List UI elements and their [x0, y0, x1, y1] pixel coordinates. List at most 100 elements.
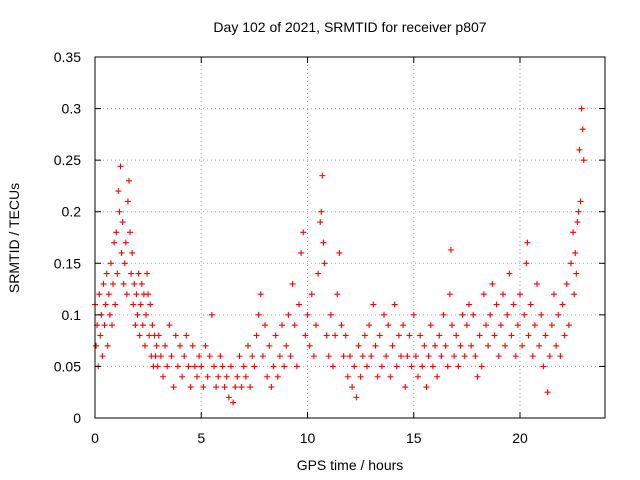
data-point — [578, 105, 585, 112]
data-point — [185, 363, 192, 370]
y-tick-label: 0.3 — [62, 101, 82, 117]
data-point — [408, 363, 415, 370]
data-point — [572, 249, 579, 256]
data-point — [402, 384, 409, 391]
data-point — [208, 311, 215, 318]
data-point — [344, 373, 351, 380]
data-point — [293, 363, 300, 370]
y-tick-label: 0.2 — [62, 204, 82, 220]
data-point — [529, 353, 536, 360]
data-point — [563, 280, 570, 287]
data-point — [523, 260, 530, 267]
data-point — [198, 363, 205, 370]
data-point — [483, 322, 489, 329]
data-point — [497, 322, 504, 329]
data-point — [262, 322, 268, 329]
data-point — [519, 342, 526, 349]
y-tick-label: 0.1 — [62, 307, 82, 323]
data-point — [412, 353, 419, 360]
data-point — [334, 291, 341, 298]
y-tick-label: 0.35 — [54, 49, 81, 65]
data-point — [135, 270, 142, 277]
data-point — [427, 322, 434, 329]
data-point — [423, 384, 430, 391]
data-point — [361, 332, 368, 339]
data-point — [321, 260, 328, 267]
data-point — [571, 291, 578, 298]
data-point — [126, 177, 132, 184]
x-tick-label: 10 — [300, 430, 316, 446]
data-point — [170, 384, 177, 391]
data-point — [442, 342, 449, 349]
data-point — [153, 342, 160, 349]
data-point — [364, 363, 370, 370]
data-point — [444, 363, 451, 370]
data-point — [476, 332, 483, 339]
data-point — [194, 373, 200, 380]
x-axis-label: GPS time / hours — [297, 457, 404, 473]
data-point — [500, 291, 506, 298]
data-point — [101, 322, 108, 329]
data-point — [395, 332, 402, 339]
data-point — [320, 239, 327, 246]
data-point — [332, 332, 339, 339]
data-point — [410, 311, 417, 318]
data-point — [121, 260, 128, 267]
data-point — [133, 291, 140, 298]
data-point — [234, 373, 241, 380]
data-point — [355, 342, 362, 349]
data-point — [540, 363, 547, 370]
data-point — [580, 157, 587, 164]
data-point — [570, 229, 577, 236]
data-point — [202, 342, 209, 349]
data-point — [206, 353, 213, 360]
data-point — [166, 322, 173, 329]
data-point — [187, 384, 194, 391]
data-point — [143, 311, 149, 318]
data-point — [548, 322, 555, 329]
data-point — [162, 342, 169, 349]
data-point — [347, 353, 353, 360]
data-point — [370, 301, 377, 308]
y-tick-label: 0.25 — [54, 152, 81, 168]
data-point — [485, 342, 492, 349]
data-point — [546, 353, 553, 360]
data-point — [240, 363, 247, 370]
data-point — [117, 163, 124, 170]
data-point — [419, 363, 426, 370]
data-point — [534, 280, 540, 287]
data-point — [310, 353, 317, 360]
data-point — [149, 322, 156, 329]
data-point — [106, 311, 113, 318]
data-point — [266, 342, 273, 349]
data-point — [97, 332, 104, 339]
data-point — [349, 384, 356, 391]
data-point — [300, 229, 307, 236]
data-point — [134, 311, 141, 318]
data-point — [440, 311, 447, 318]
y-tick-labels: 0 0.05 0.1 0.15 0.2 0.25 0.3 0.35 — [54, 49, 81, 426]
data-point — [93, 342, 100, 349]
data-point — [502, 342, 509, 349]
data-point — [308, 291, 315, 298]
data-point — [225, 394, 232, 401]
data-point — [287, 353, 294, 360]
data-point — [242, 373, 249, 380]
data-point — [504, 311, 511, 318]
data-point — [296, 301, 302, 308]
data-point — [111, 239, 118, 246]
data-point — [119, 219, 126, 226]
data-point — [259, 353, 266, 360]
data-point — [455, 363, 462, 370]
data-point — [276, 353, 283, 360]
data-point — [577, 198, 584, 205]
data-point — [272, 332, 279, 339]
data-point — [366, 322, 373, 329]
data-point — [432, 342, 438, 349]
data-point — [565, 322, 572, 329]
data-point — [128, 270, 135, 277]
y-tick-label: 0.15 — [54, 255, 81, 271]
data-point — [285, 311, 292, 318]
data-point — [506, 270, 513, 277]
data-point — [474, 373, 481, 380]
